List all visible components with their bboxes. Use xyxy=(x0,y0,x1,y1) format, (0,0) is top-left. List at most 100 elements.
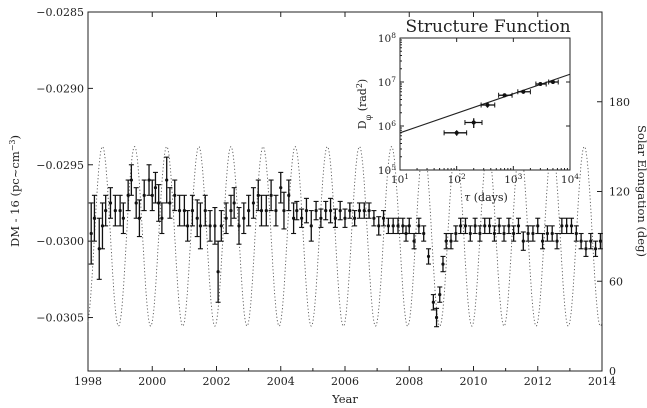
point-marker xyxy=(422,231,426,236)
y2-tick-label: 0 xyxy=(609,365,616,378)
data-point xyxy=(385,217,391,235)
data-point xyxy=(167,187,173,219)
point-marker xyxy=(512,231,516,236)
y-axis-label: DM - 16 (pc~cm−3) xyxy=(8,135,23,247)
data-point xyxy=(241,202,247,235)
point-marker xyxy=(502,231,506,236)
point-marker xyxy=(459,224,463,228)
inset-x-label: τ (days) xyxy=(464,191,508,204)
point-marker xyxy=(126,193,130,197)
point-marker xyxy=(536,224,540,228)
data-point xyxy=(554,232,560,250)
inset-data-point xyxy=(480,102,496,108)
point-marker xyxy=(242,216,246,220)
data-point xyxy=(112,194,118,227)
point-marker xyxy=(264,208,268,213)
point-marker xyxy=(224,216,228,220)
main-y2-axis: 0 60 120 180 xyxy=(597,96,630,378)
data-point xyxy=(520,231,526,251)
point-marker xyxy=(362,208,366,213)
point-marker xyxy=(134,201,138,205)
point-marker xyxy=(304,208,309,213)
point-marker xyxy=(279,186,283,190)
data-point xyxy=(278,171,284,204)
y-tick-label: −0.0300 xyxy=(36,235,84,248)
inset-data-point xyxy=(464,118,483,129)
point-marker xyxy=(454,231,458,236)
inset-x-tick-label: 104 xyxy=(561,172,579,187)
point-marker xyxy=(598,239,602,243)
data-point xyxy=(207,210,213,242)
data-point xyxy=(406,217,412,235)
point-marker xyxy=(417,224,421,228)
data-point xyxy=(136,199,142,238)
inset-point-marker xyxy=(521,89,526,94)
point-marker xyxy=(185,224,190,228)
data-point xyxy=(177,194,183,227)
data-point xyxy=(515,217,521,235)
y-tick-label: −0.0285 xyxy=(36,6,84,19)
y2-tick-label: 120 xyxy=(609,186,630,199)
data-point xyxy=(246,194,252,227)
data-point xyxy=(573,225,579,242)
data-point xyxy=(511,225,517,242)
data-point xyxy=(337,200,343,221)
point-marker xyxy=(147,178,151,182)
data-point xyxy=(99,202,105,250)
point-marker xyxy=(142,193,146,197)
point-marker xyxy=(412,239,416,243)
data-point xyxy=(303,197,309,224)
data-point xyxy=(223,202,229,235)
point-marker xyxy=(531,231,535,236)
point-marker xyxy=(274,208,278,213)
data-point xyxy=(440,255,446,273)
data-point xyxy=(411,232,417,250)
data-point xyxy=(117,194,123,227)
point-marker xyxy=(219,224,223,228)
data-point xyxy=(88,202,94,265)
point-marker xyxy=(333,216,337,220)
data-point xyxy=(549,225,555,242)
data-point xyxy=(181,194,187,227)
data-point xyxy=(318,208,324,228)
point-marker xyxy=(113,208,117,213)
point-marker xyxy=(203,208,207,213)
data-point xyxy=(583,240,589,257)
point-marker xyxy=(118,208,122,213)
data-point xyxy=(588,232,594,250)
x-tick-label: 2014 xyxy=(588,375,616,388)
point-marker xyxy=(129,178,133,182)
inset-data-point xyxy=(517,89,531,95)
data-point xyxy=(506,217,512,235)
point-marker xyxy=(483,224,487,228)
data-point xyxy=(218,210,224,242)
data-point xyxy=(120,202,126,235)
point-marker xyxy=(449,239,453,243)
point-marker xyxy=(165,178,169,182)
x-axis-label: Year xyxy=(331,392,358,406)
point-marker xyxy=(328,208,333,213)
point-marker xyxy=(213,224,217,228)
point-marker xyxy=(386,224,390,228)
point-marker xyxy=(157,201,161,205)
data-point xyxy=(559,217,565,235)
point-marker xyxy=(555,239,559,243)
inset-point-marker xyxy=(502,93,507,98)
point-marker xyxy=(348,208,352,213)
point-marker xyxy=(357,208,362,213)
inset-y-label: Dφ (rad2) xyxy=(355,79,373,129)
data-point xyxy=(156,184,162,222)
point-marker xyxy=(497,224,501,228)
point-marker xyxy=(229,208,233,213)
point-marker xyxy=(438,293,442,297)
data-point xyxy=(530,225,536,242)
point-marker xyxy=(550,231,554,236)
point-marker xyxy=(507,224,511,228)
inset-x-axis: 101 102 103 104 xyxy=(391,38,579,186)
inset-plot-frame xyxy=(399,37,571,171)
point-marker xyxy=(269,193,273,197)
data-point xyxy=(462,217,468,235)
data-point xyxy=(361,202,367,219)
point-marker xyxy=(426,254,431,259)
